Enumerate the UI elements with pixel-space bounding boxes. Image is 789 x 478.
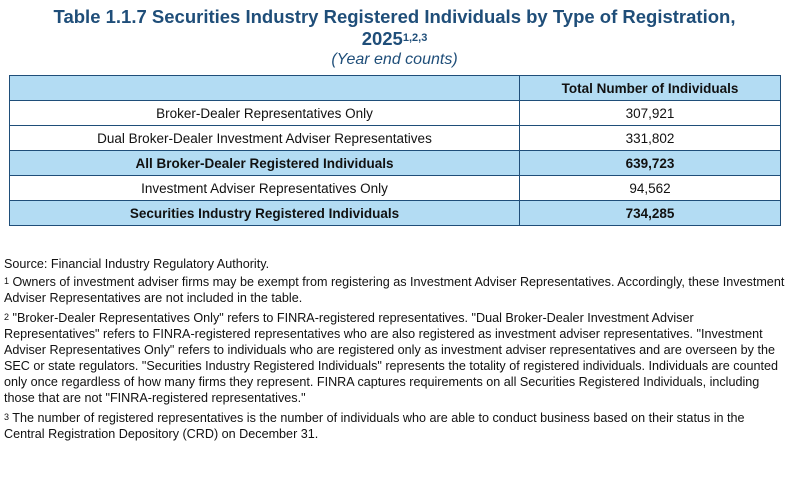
row-label: Investment Adviser Representatives Only xyxy=(9,175,520,201)
header-total-number: Total Number of Individuals xyxy=(519,75,781,101)
table-row: Investment Adviser Representatives Only … xyxy=(9,175,781,201)
row-label: All Broker-Dealer Registered Individuals xyxy=(9,150,520,176)
title-year: 2025 xyxy=(361,28,403,49)
row-label: Broker-Dealer Representatives Only xyxy=(9,100,520,126)
source-note: Source: Financial Industry Regulatory Au… xyxy=(4,257,270,271)
table-row: Broker-Dealer Representatives Only 307,9… xyxy=(9,100,781,126)
row-value: 307,921 xyxy=(519,100,781,126)
footnote-2: 2 "Broker-Dealer Representatives Only" r… xyxy=(4,310,785,406)
table-row: Dual Broker-Dealer Investment Adviser Re… xyxy=(9,125,781,151)
footnote-text: Owners of investment adviser firms may b… xyxy=(4,275,785,305)
title-footnote-markers: 1,2,3 xyxy=(402,32,428,44)
table-row-subtotal: All Broker-Dealer Registered Individuals… xyxy=(9,150,781,176)
row-label: Dual Broker-Dealer Investment Adviser Re… xyxy=(9,125,520,151)
row-value: 734,285 xyxy=(519,200,781,226)
footnote-marker: 3 xyxy=(4,412,10,422)
table-header-row: Total Number of Individuals xyxy=(9,75,781,101)
footnote-text: "Broker-Dealer Representatives Only" ref… xyxy=(4,311,779,405)
row-value: 331,802 xyxy=(519,125,781,151)
row-value: 94,562 xyxy=(519,175,781,201)
table-title-block: Table 1.1.7 Securities Industry Register… xyxy=(0,6,789,69)
table-row-total: Securities Industry Registered Individua… xyxy=(9,200,781,226)
footnote-text: The number of registered representatives… xyxy=(4,411,745,441)
row-label: Securities Industry Registered Individua… xyxy=(9,200,520,226)
footnote-1: 1 Owners of investment adviser firms may… xyxy=(4,274,785,306)
table-subtitle: (Year end counts) xyxy=(331,51,458,68)
table-title-year: 20251,2,3 xyxy=(0,28,789,50)
header-blank-cell xyxy=(9,75,520,101)
footnote-3: 3 The number of registered representativ… xyxy=(4,410,785,442)
table-notes: Source: Financial Industry Regulatory Au… xyxy=(4,256,785,446)
row-value: 639,723 xyxy=(519,150,781,176)
footnote-marker: 2 xyxy=(4,312,10,322)
registration-table: Total Number of Individuals Broker-Deale… xyxy=(9,75,781,226)
footnote-marker: 1 xyxy=(4,276,10,286)
table-title: Table 1.1.7 Securities Industry Register… xyxy=(53,6,736,27)
